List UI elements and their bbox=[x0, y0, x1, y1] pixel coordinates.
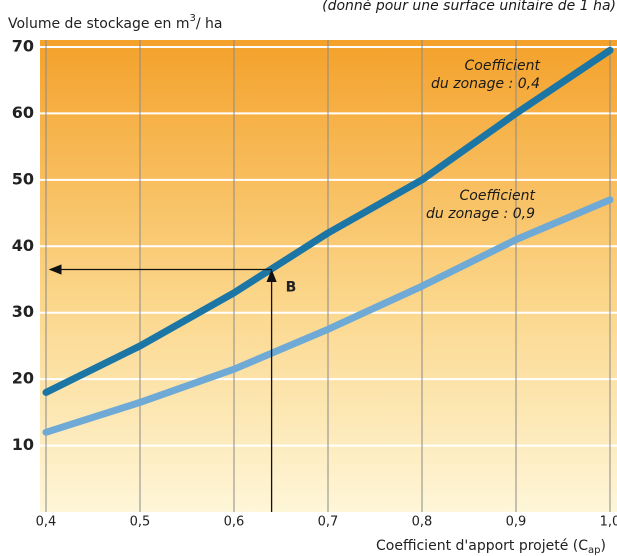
curve-annotation: Coefficient bbox=[459, 188, 535, 204]
curve-annotation: du zonage : 0,9 bbox=[426, 206, 535, 222]
y-tick-label: 60 bbox=[12, 103, 34, 122]
curve-annotation: du zonage : 0,4 bbox=[431, 76, 540, 92]
series-line bbox=[42, 46, 614, 396]
subtitle: (donné pour une surface unitaire de 1 ha… bbox=[322, 0, 616, 14]
x-tick-label: 0,5 bbox=[130, 515, 151, 530]
x-tick-label: 0,7 bbox=[318, 515, 339, 530]
y-tick-label: 10 bbox=[12, 435, 34, 454]
x-tick-label: 1,0 bbox=[600, 515, 617, 530]
x-tick-label: 0,8 bbox=[412, 515, 433, 530]
y-tick-label: 40 bbox=[12, 236, 34, 255]
x-axis-label: Coefficient d'apport projeté (Cap) bbox=[376, 538, 606, 556]
reading-label: B bbox=[286, 280, 297, 296]
y-tick-label: 20 bbox=[12, 369, 34, 388]
y-tick-label: 70 bbox=[12, 37, 34, 56]
x-tick-label: 0,4 bbox=[36, 515, 57, 530]
series-line bbox=[42, 196, 614, 436]
y-axis-label: Volume de stockage en m3/ ha bbox=[8, 13, 222, 32]
x-tick-label: 0,6 bbox=[224, 515, 245, 530]
y-tick-label: 30 bbox=[12, 302, 34, 321]
y-tick-label: 50 bbox=[12, 169, 34, 188]
curve-annotation: Coefficient bbox=[464, 58, 540, 74]
x-tick-label: 0,9 bbox=[506, 515, 527, 530]
